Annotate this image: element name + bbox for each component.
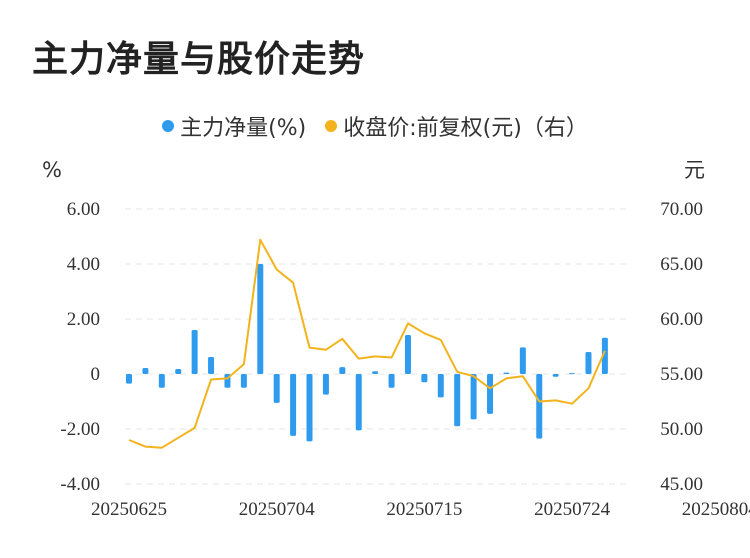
y2-tick-label: 50.00 [660,419,703,440]
x-axis: 20250625 20250704 20250715 20250724 20250804 [91,499,750,520]
x-tick-label: 20250804 [682,499,750,520]
legend-item-close-price[interactable]: 收盘价:前复权(元)（右） [325,110,588,142]
price-line [128,238,606,449]
y2-tick-label: 60.00 [660,309,703,330]
y2-tick-label: 70.00 [660,199,703,220]
bar-series [126,264,608,442]
x-tick-label: 20250715 [386,499,462,520]
y-tick-label: 0 [91,364,101,385]
bar [306,374,313,442]
grid-lines [125,208,627,485]
bar [437,374,444,398]
bar [175,369,182,374]
bar [519,347,526,374]
bar [339,367,346,374]
bar [208,356,215,374]
bar [404,334,411,374]
bar [257,264,264,374]
x-tick-label: 20250704 [239,499,316,520]
x-tick-label: 20250724 [534,499,611,520]
bar [126,374,132,384]
bar [454,374,461,427]
line-series [128,238,606,449]
y-tick-label: -2.00 [60,419,100,440]
legend-item-net-volume[interactable]: 主力净量(%) [162,110,306,142]
bar [536,374,543,439]
y2-tick-label: 65.00 [660,254,703,275]
legend-label-close-price: 收盘价:前复权(元)（右） [343,116,588,141]
y-tick-label: 2.00 [67,309,100,330]
bar [388,374,395,388]
y2-tick-label: 45.00 [660,474,703,495]
chart-title: 主力净量与股价走势 [32,39,366,80]
bar [503,372,510,374]
bar [601,337,608,374]
bar [290,374,297,436]
left-unit-label: % [42,158,62,182]
right-unit-label: 元 [684,158,705,182]
y-tick-label: 6.00 [67,199,100,220]
x-tick-label: 20250625 [91,499,167,520]
legend-label-net-volume: 主力净量(%) [180,116,307,141]
right-axis: 70.00 65.00 60.00 55.00 50.00 45.00 [660,199,703,495]
bar [372,371,379,374]
y-tick-label: 4.00 [67,254,100,275]
legend-dot-line-icon [325,120,338,132]
bar [487,374,494,414]
bar [240,374,247,388]
bar [569,373,576,375]
y2-tick-label: 55.00 [660,364,703,385]
bar [322,374,329,395]
left-axis: 6.00 4.00 2.00 0 -2.00 -4.00 [60,199,100,495]
bar [191,330,198,374]
bar [158,374,165,388]
bar [273,374,280,403]
bar [585,352,592,374]
bar [142,367,149,374]
bar [552,374,559,377]
bar [421,374,428,383]
legend-dot-bar-icon [162,120,175,132]
y-tick-label: -4.00 [60,474,100,495]
bar [355,374,362,431]
legend: 主力净量(%) 收盘价:前复权(元)（右） [0,110,750,142]
bar [470,374,477,420]
